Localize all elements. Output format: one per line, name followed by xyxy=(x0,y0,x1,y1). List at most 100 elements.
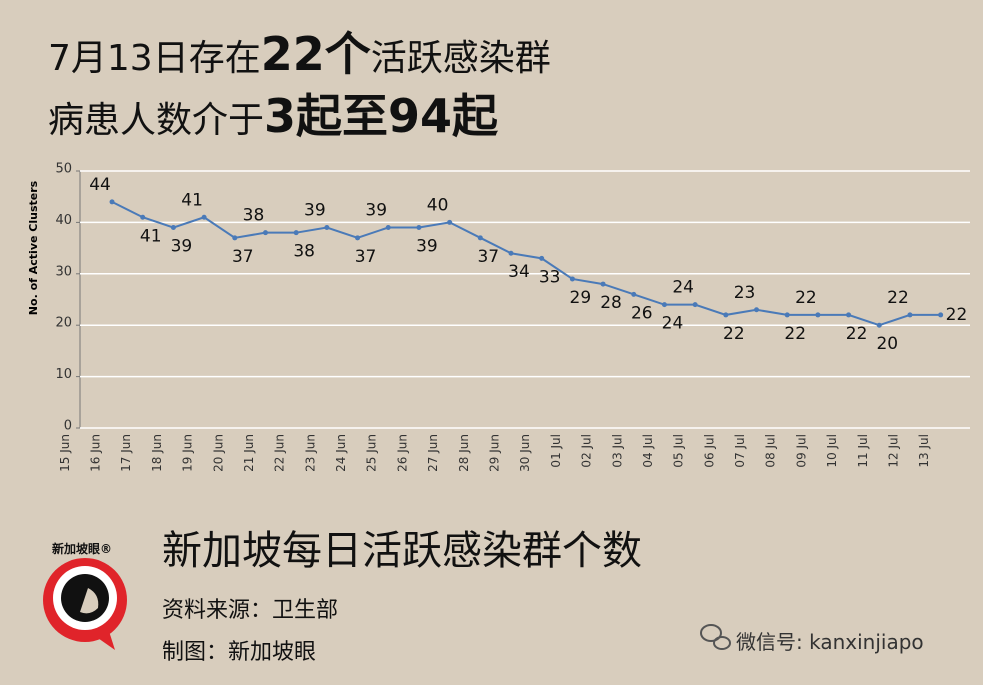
data-label: 22 xyxy=(946,305,968,325)
data-label: 26 xyxy=(631,303,653,323)
point xyxy=(907,312,913,318)
data-label: 20 xyxy=(876,334,898,354)
headline-1: 7月13日存在22个活跃感染群 xyxy=(48,18,551,84)
y-tick-label: 40 xyxy=(55,213,72,228)
data-label: 34 xyxy=(508,262,530,282)
y-tick-label: 10 xyxy=(55,367,72,382)
data-label: 24 xyxy=(662,314,684,334)
x-tick-label: 23 Jun xyxy=(303,434,317,472)
point xyxy=(170,225,176,231)
headline-part: 活跃感染群 xyxy=(370,38,551,79)
data-label: 37 xyxy=(355,247,377,267)
x-tick-label: 15 Jun xyxy=(58,434,72,472)
y-tick-label: 0 xyxy=(64,419,72,434)
point xyxy=(539,255,545,261)
x-tick-label: 29 Jun xyxy=(488,434,502,472)
point xyxy=(232,235,238,241)
x-tick-label: 06 Jul xyxy=(702,434,716,468)
point xyxy=(324,225,330,231)
point xyxy=(661,302,667,308)
x-tick-label: 22 Jun xyxy=(273,434,287,472)
point xyxy=(723,312,729,318)
point xyxy=(385,225,391,231)
x-tick-label: 04 Jul xyxy=(641,434,655,468)
x-tick-label: 13 Jul xyxy=(917,434,931,468)
x-tick-label: 30 Jun xyxy=(518,434,532,472)
data-label: 33 xyxy=(539,267,561,287)
point xyxy=(293,230,299,236)
headline-part: 22个 xyxy=(260,27,371,81)
data-label: 39 xyxy=(304,201,326,221)
wechat-icon xyxy=(700,624,731,650)
headline-2: 病患人数介于3起至94起 xyxy=(48,80,498,146)
source: 资料来源：卫生部 xyxy=(162,598,339,623)
point xyxy=(692,302,698,308)
x-tick-label: 19 Jun xyxy=(181,434,195,472)
point xyxy=(754,307,760,313)
point xyxy=(477,235,483,241)
data-label: 38 xyxy=(243,206,265,226)
x-tick-label: 20 Jun xyxy=(211,434,225,472)
point xyxy=(784,312,790,318)
logo-text: 新加坡眼® xyxy=(52,542,113,556)
data-label: 24 xyxy=(672,278,694,298)
x-tick-label: 09 Jul xyxy=(794,434,808,468)
point xyxy=(416,225,422,231)
y-axis-label: No. of Active Clusters xyxy=(27,180,40,315)
x-tick-label: 05 Jul xyxy=(672,434,686,468)
data-label: 37 xyxy=(232,247,254,267)
point xyxy=(355,235,361,241)
x-tick-label: 18 Jun xyxy=(150,434,164,472)
x-tick-label: 10 Jul xyxy=(825,434,839,468)
headline-part: 7月13日存在 xyxy=(48,38,261,79)
point xyxy=(201,214,207,220)
data-label: 22 xyxy=(846,324,868,344)
point xyxy=(631,291,637,297)
data-label: 44 xyxy=(89,175,111,195)
data-label: 40 xyxy=(427,195,449,215)
data-label: 39 xyxy=(365,201,387,221)
point xyxy=(876,322,882,328)
point xyxy=(508,250,514,256)
data-label: 39 xyxy=(416,237,438,257)
x-tick-label: 12 Jul xyxy=(886,434,900,468)
data-label: 22 xyxy=(795,288,817,308)
point xyxy=(447,219,453,225)
x-tick-label: 26 Jun xyxy=(395,434,409,472)
data-label: 29 xyxy=(570,288,592,308)
credit: 制图：新加坡眼 xyxy=(162,640,317,665)
point xyxy=(109,199,115,205)
point xyxy=(815,312,821,318)
logo xyxy=(43,558,127,650)
data-label: 22 xyxy=(723,324,745,344)
data-label: 28 xyxy=(600,293,622,313)
x-tick-label: 11 Jul xyxy=(856,434,870,468)
y-tick-label: 50 xyxy=(55,162,72,177)
data-label: 22 xyxy=(784,324,806,344)
point xyxy=(846,312,852,318)
data-label: 37 xyxy=(477,247,499,267)
x-tick-label: 24 Jun xyxy=(334,434,348,472)
y-tick-label: 30 xyxy=(55,264,72,279)
x-tick-label: 25 Jun xyxy=(365,434,379,472)
headline-part: 3起至94起 xyxy=(264,89,499,143)
data-label: 41 xyxy=(181,190,203,210)
x-tick-label: 08 Jul xyxy=(764,434,778,468)
x-tick-label: 03 Jul xyxy=(610,434,624,468)
x-tick-label: 02 Jul xyxy=(580,434,594,468)
data-label: 23 xyxy=(734,283,756,303)
footer-title: 新加坡每日活跃感染群个数 xyxy=(162,528,642,574)
data-label: 41 xyxy=(140,226,162,246)
point xyxy=(140,214,146,220)
x-tick-label: 21 Jun xyxy=(242,434,256,472)
point xyxy=(600,281,606,287)
x-tick-label: 17 Jun xyxy=(119,434,133,472)
data-label: 39 xyxy=(171,237,193,257)
data-label: 38 xyxy=(293,242,315,262)
data-label: 22 xyxy=(887,288,909,308)
point xyxy=(938,312,944,318)
x-tick-label: 27 Jun xyxy=(426,434,440,472)
y-tick-label: 20 xyxy=(55,316,72,331)
line xyxy=(111,200,941,327)
